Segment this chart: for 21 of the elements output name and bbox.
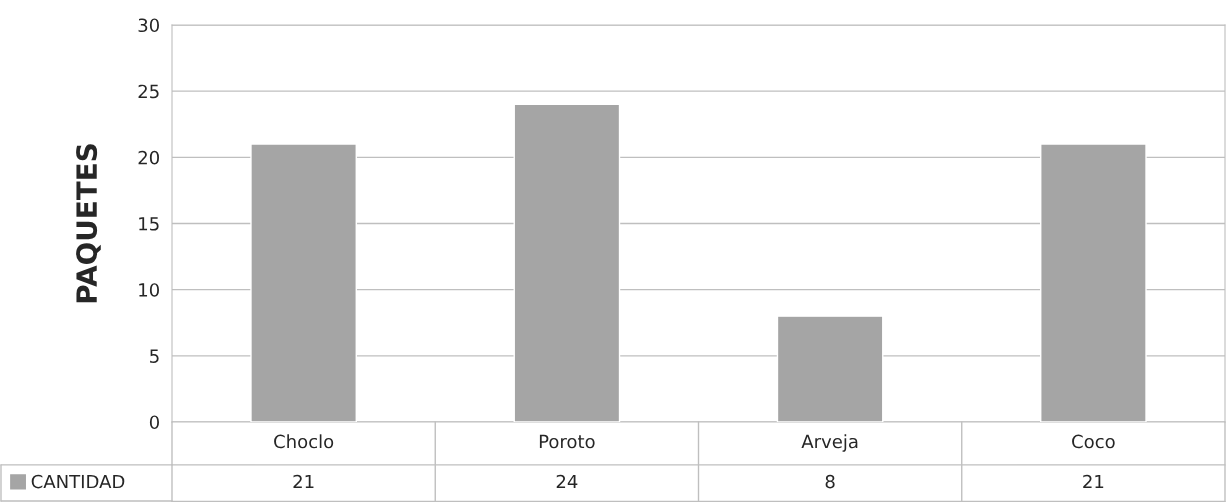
bar (513, 103, 621, 422)
data-label: 21 (293, 474, 314, 489)
y-tick-label: 10 (139, 283, 159, 297)
y-tick-label: 20 (138, 150, 159, 165)
y-tick-label: 5 (150, 349, 159, 363)
bar (1040, 143, 1147, 422)
y-tick-label: 25 (138, 84, 159, 99)
y-tick-label: 30 (138, 18, 159, 33)
x-tick-label: Choclo (274, 434, 334, 449)
data-label: 21 (1083, 474, 1104, 489)
y-tick-label: 0 (149, 415, 159, 430)
x-tick-label: Arveja (801, 434, 858, 452)
data-label: 8 (825, 474, 835, 489)
y-axis-title: PAQUETES (76, 144, 101, 303)
x-tick-label: Poroto (539, 434, 595, 449)
data-label: 24 (556, 474, 578, 489)
bar (776, 315, 884, 422)
x-tick-label: Coco (1072, 434, 1115, 449)
legend-label: CANTIDAD (31, 474, 125, 489)
y-tick-label: 15 (139, 217, 159, 231)
bar (250, 143, 357, 422)
